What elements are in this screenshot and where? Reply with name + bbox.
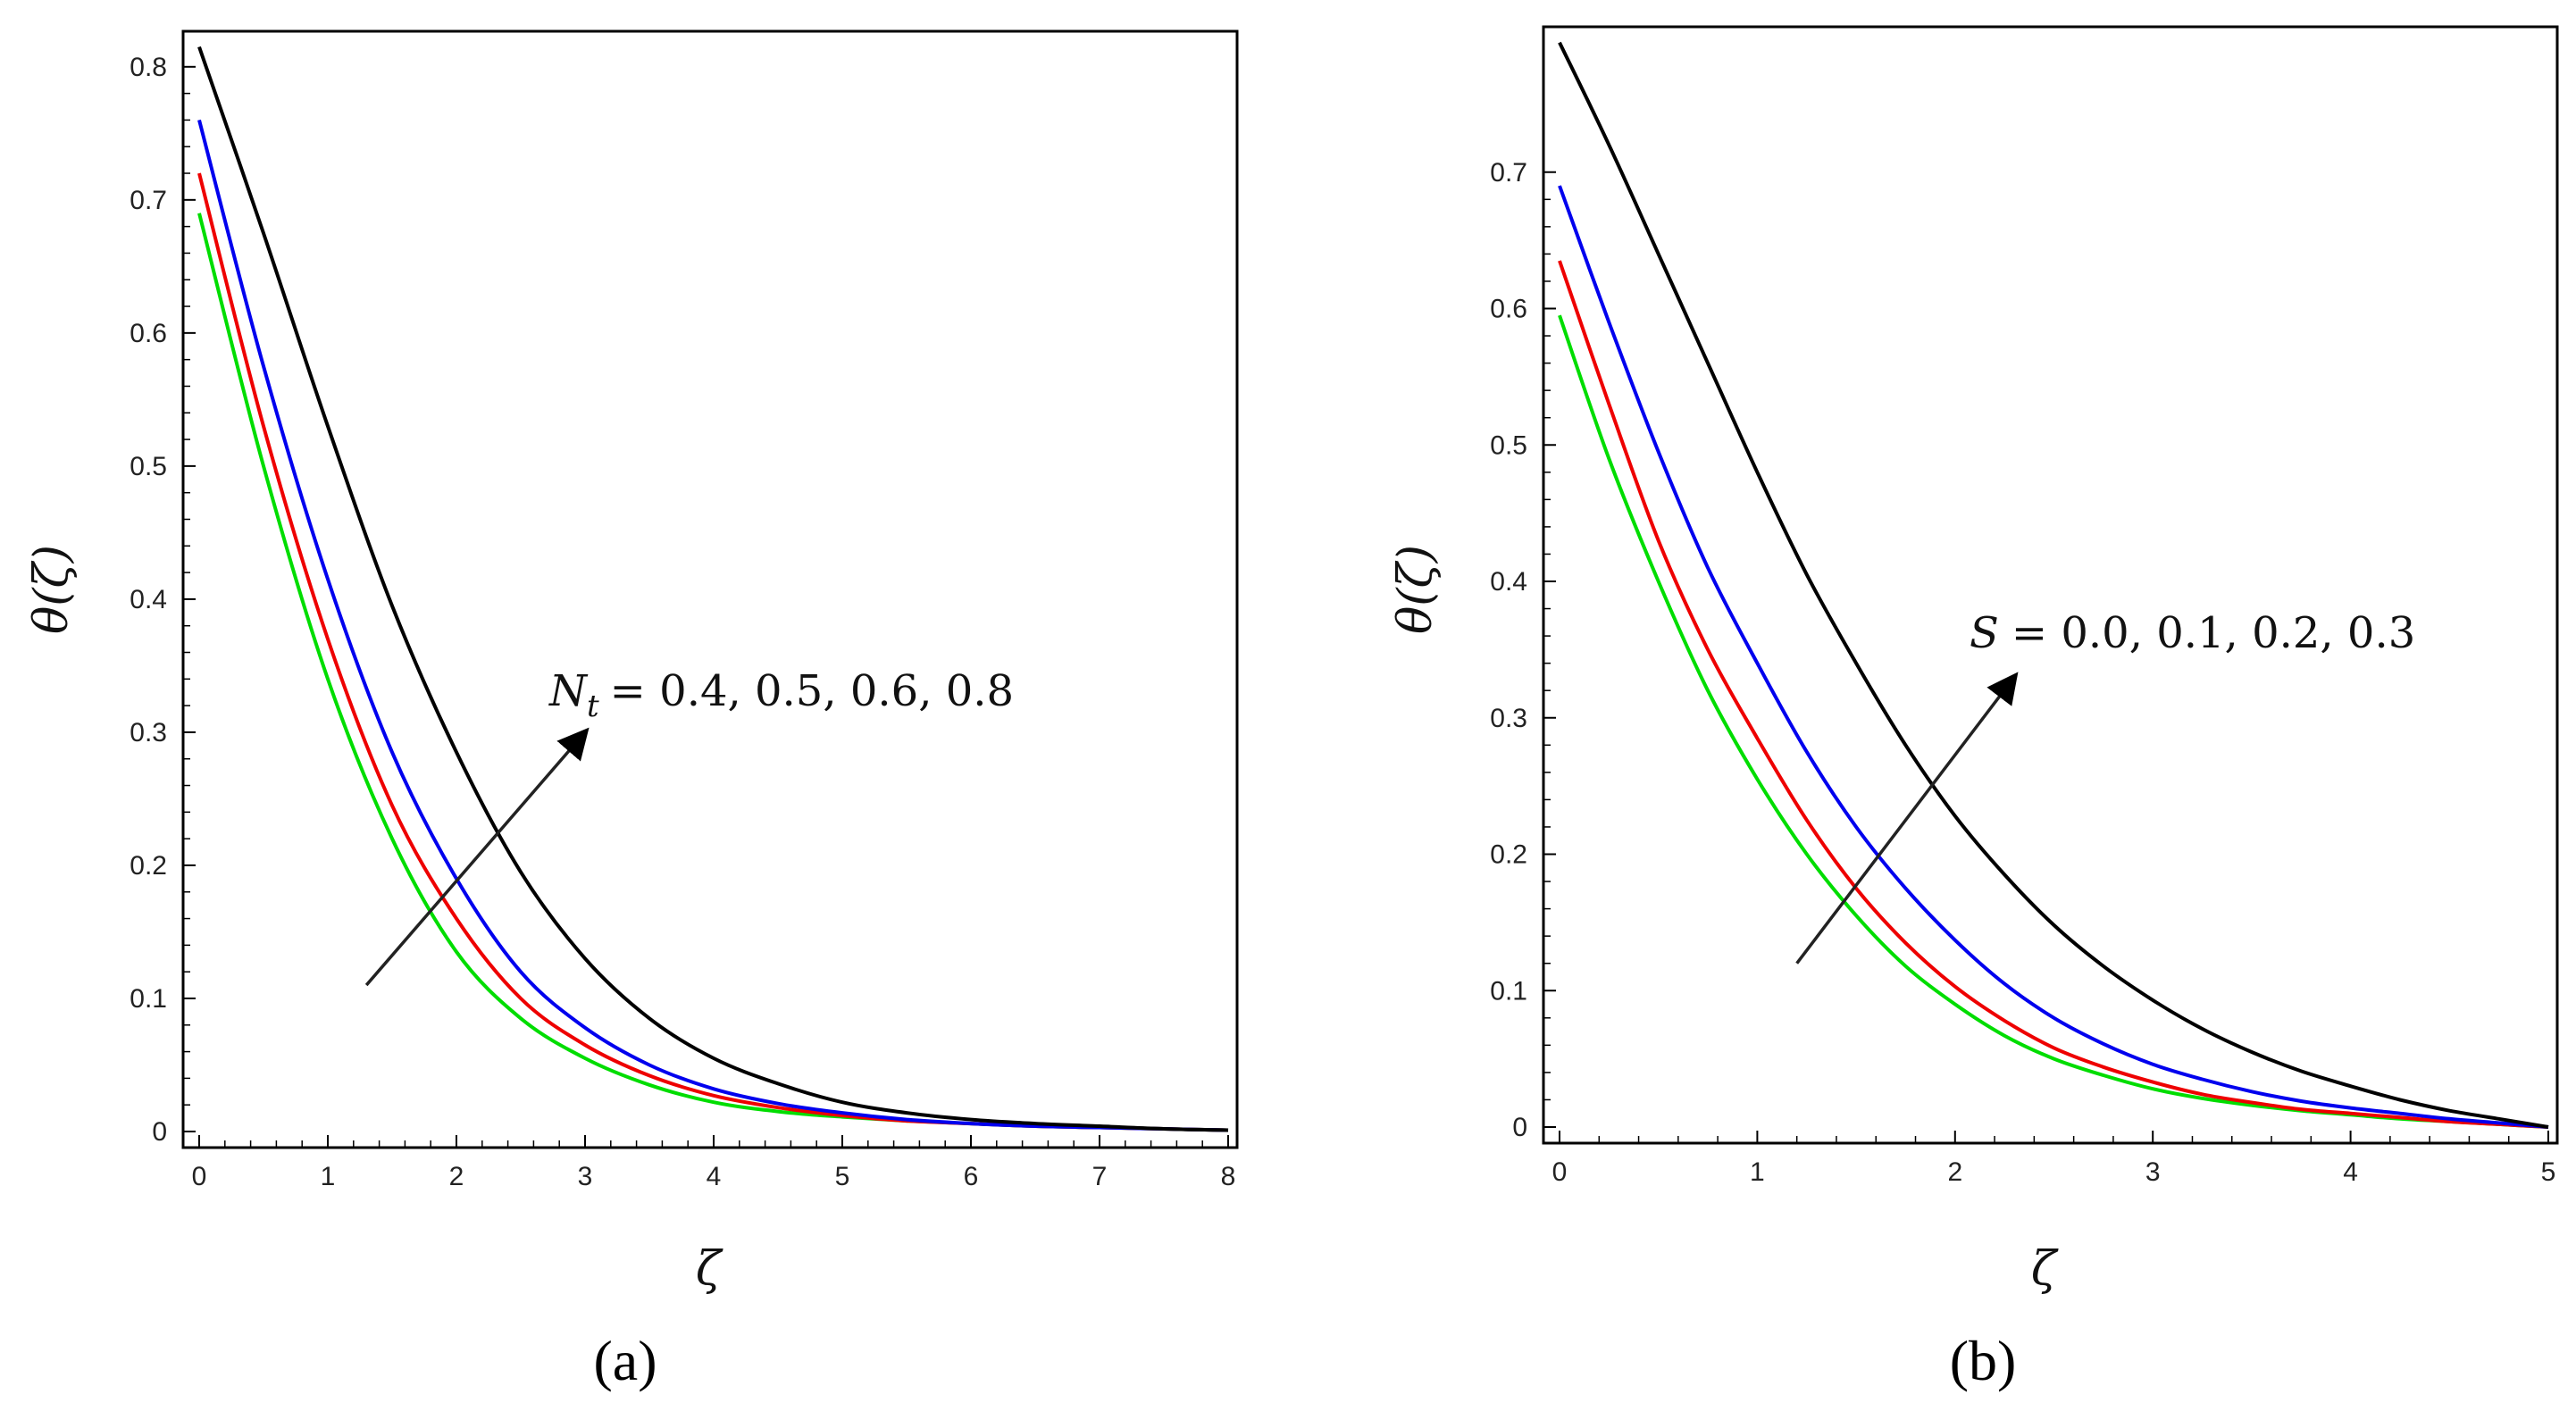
y-tick-label-b: 0.3: [1490, 704, 1527, 733]
y-tick-label-a: 0.2: [130, 851, 167, 881]
y-tick-label-a: 0: [152, 1117, 167, 1147]
series-line-b-0.2: [1558, 185, 2549, 1129]
y-tick-label-a: 0.7: [130, 186, 167, 215]
x-tick-label-a: 4: [707, 1162, 722, 1191]
curves-a: [197, 46, 1229, 1132]
annotation-subscript-a: t: [587, 689, 599, 724]
series-line-b-0.1: [1558, 260, 2549, 1129]
y-tick-label-a: 0.4: [130, 585, 167, 614]
y-tick-label-b: 0.4: [1490, 567, 1527, 597]
y-tick-label-b: 0.5: [1490, 430, 1527, 460]
x-axis-label-b: ζ: [2031, 1242, 2059, 1296]
y-tick-label-a: 0.8: [130, 53, 167, 82]
y-tick-label-b: 0.2: [1490, 840, 1527, 870]
annotation-a: Nt = 0.4, 0.5, 0.6, 0.8: [364, 666, 1014, 987]
y-tick-label-b: 0.7: [1490, 158, 1527, 188]
y-tick-label-a: 0.6: [130, 319, 167, 348]
x-tick-label-a: 5: [835, 1162, 850, 1191]
y-tick-label-b: 0: [1512, 1113, 1527, 1142]
annotation-symbol-a: N: [548, 666, 589, 716]
tick-marks-a: 0 1 2 3 4 5 6 7 8 0 0.1 0.2 0.3 0.4 0.5 0.6 0.7 0.8: [130, 53, 1235, 1191]
annotation-values-b: = 0.0, 0.1, 0.2, 0.3: [2011, 608, 2415, 658]
x-tick-label-b: 2: [1947, 1157, 1962, 1187]
panel-b: 0 1 2 3 4 5 0 0.1 0.2 0.3 0.4 0.5 0.6 0.7 S = 0.0, 0.1…: [1389, 25, 2559, 1392]
trend-arrow-a: [364, 727, 590, 987]
x-axis-label-a: ζ: [696, 1242, 723, 1296]
plot-frame-a: [181, 29, 1239, 1149]
x-tick-label-a: 0: [192, 1162, 207, 1191]
plot-frame-b: [1542, 25, 2559, 1145]
y-tick-label-b: 0.6: [1490, 295, 1527, 324]
x-tick-label-a: 1: [321, 1162, 336, 1191]
x-tick-label-b: 3: [2145, 1157, 2161, 1187]
y-tick-label-a: 0.1: [130, 984, 167, 1014]
annotation-b: S = 0.0, 0.1, 0.2, 0.3: [1795, 608, 2415, 965]
annotation-values-a: = 0.4, 0.5, 0.6, 0.8: [610, 666, 1014, 716]
x-tick-label-a: 6: [964, 1162, 979, 1191]
annotation-text-a: Nt = 0.4, 0.5, 0.6, 0.8: [548, 666, 1014, 724]
y-tick-label-a: 0.5: [130, 452, 167, 481]
series-line-a-0.8: [197, 46, 1229, 1132]
x-tick-label-a: 3: [578, 1162, 593, 1191]
annotation-symbol-b: S: [1970, 608, 1999, 658]
trend-arrow-b: [1795, 672, 2019, 965]
panel-label-a: (a): [593, 1329, 657, 1392]
series-line-b-0.3: [1558, 41, 2549, 1129]
x-tick-label-b: 1: [1750, 1157, 1765, 1187]
x-tick-label-b: 0: [1552, 1157, 1568, 1187]
y-axis-label-a: θ(ζ): [25, 545, 79, 634]
curves-b: [1558, 41, 2549, 1129]
x-tick-label-a: 8: [1221, 1162, 1236, 1191]
panel-a: 0 1 2 3 4 5 6 7 8 0 0.1 0.2 0.3 0.4 0.5 0.6 0.7 0.8 Nt = 0…: [25, 29, 1239, 1392]
annotation-text-b: S = 0.0, 0.1, 0.2, 0.3: [1970, 608, 2415, 658]
y-tick-label-a: 0.3: [130, 718, 167, 747]
y-axis-label-b: θ(ζ): [1389, 545, 1443, 634]
x-tick-label-b: 5: [2541, 1157, 2556, 1187]
x-tick-label-a: 2: [449, 1162, 464, 1191]
panel-label-b: (b): [1950, 1329, 2017, 1392]
series-line-b-0.0: [1558, 314, 2549, 1129]
x-tick-label-a: 7: [1092, 1162, 1108, 1191]
y-tick-label-b: 0.1: [1490, 976, 1527, 1006]
x-tick-label-b: 4: [2343, 1157, 2358, 1187]
series-line-a-0.6: [197, 119, 1229, 1132]
tick-marks-b: 0 1 2 3 4 5 0 0.1 0.2 0.3 0.4 0.5 0.6 0.7: [1490, 158, 2555, 1187]
